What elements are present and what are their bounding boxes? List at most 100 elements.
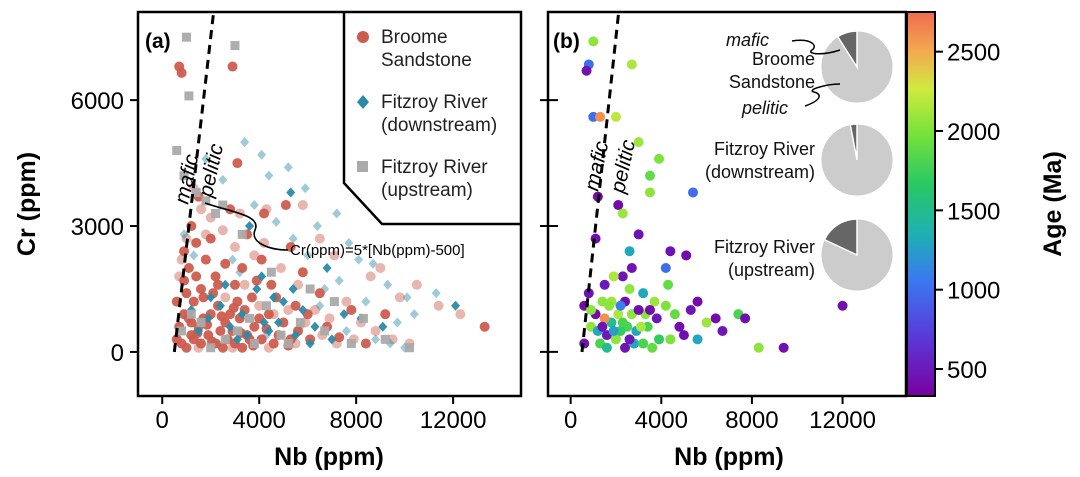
data-point bbox=[688, 187, 699, 198]
data-point-faded bbox=[249, 250, 260, 261]
data-point bbox=[198, 292, 209, 303]
data-point bbox=[615, 300, 626, 311]
data-point bbox=[191, 187, 201, 197]
data-point-faded bbox=[257, 149, 267, 160]
data-point bbox=[329, 297, 339, 307]
data-point-faded bbox=[309, 304, 320, 315]
data-point-faded bbox=[431, 288, 441, 299]
data-point bbox=[633, 137, 644, 148]
legend-label-upstream-line2: (upstream) bbox=[381, 180, 473, 201]
data-point bbox=[196, 283, 207, 294]
data-point-faded bbox=[271, 216, 281, 227]
data-point-faded bbox=[375, 263, 386, 273]
data-point bbox=[644, 187, 655, 198]
data-point bbox=[285, 242, 296, 253]
data-point bbox=[283, 339, 293, 349]
data-point bbox=[654, 334, 665, 345]
data-point-faded bbox=[361, 296, 371, 307]
data-point bbox=[305, 284, 315, 294]
data-point bbox=[674, 321, 685, 332]
data-point-faded bbox=[315, 300, 325, 311]
data-point-faded bbox=[383, 279, 393, 290]
data-point-faded bbox=[220, 292, 231, 303]
data-point bbox=[215, 300, 225, 311]
data-point bbox=[179, 275, 190, 286]
data-point-faded bbox=[341, 296, 352, 307]
data-point bbox=[290, 300, 301, 311]
legend-label-upstream-line1: Fitzroy River bbox=[381, 157, 488, 178]
data-point bbox=[181, 288, 192, 299]
data-point-faded bbox=[371, 334, 381, 345]
data-point-faded bbox=[312, 221, 322, 232]
data-point-faded bbox=[283, 162, 293, 173]
legend-marker-upstream bbox=[357, 161, 368, 172]
data-point bbox=[201, 196, 211, 206]
data-point bbox=[599, 279, 610, 290]
pie-mafic-label: mafic bbox=[726, 30, 769, 50]
data-point bbox=[669, 309, 680, 320]
data-point-faded bbox=[228, 254, 238, 265]
data-point bbox=[280, 200, 291, 211]
data-point bbox=[220, 334, 230, 344]
data-point bbox=[191, 237, 202, 248]
legend-label-downstream-line2: (downstream) bbox=[381, 115, 497, 136]
data-point bbox=[256, 334, 267, 345]
data-point-faded bbox=[217, 225, 228, 236]
x-tick-label: 12000 bbox=[420, 407, 487, 434]
pie-upstream-label-line2: (upstream) bbox=[728, 260, 815, 280]
pie-pelitic-label: pelitic bbox=[741, 98, 788, 118]
data-point bbox=[206, 343, 216, 353]
data-point-faded bbox=[324, 313, 335, 324]
data-point bbox=[597, 321, 608, 332]
data-point bbox=[599, 313, 610, 324]
pie-downstream-label-line1: Fitzroy River bbox=[714, 139, 815, 159]
data-point bbox=[227, 61, 238, 72]
pie-upstream-label-line1: Fitzroy River bbox=[714, 237, 815, 257]
data-point bbox=[601, 342, 612, 353]
data-point bbox=[237, 309, 247, 320]
pie-slice-mafic bbox=[836, 30, 858, 70]
data-point bbox=[654, 153, 665, 164]
data-point bbox=[298, 304, 308, 315]
data-point bbox=[259, 208, 270, 219]
y-tick-label: 6000 bbox=[71, 88, 124, 115]
data-point-faded bbox=[341, 325, 351, 336]
data-point bbox=[288, 283, 298, 294]
data-point bbox=[225, 321, 235, 332]
data-point bbox=[678, 330, 689, 341]
data-point bbox=[259, 317, 269, 328]
data-point bbox=[220, 258, 231, 269]
data-point-faded bbox=[329, 250, 340, 261]
data-point bbox=[181, 32, 191, 42]
data-point bbox=[305, 338, 315, 349]
colorbar-tick-label: 2000 bbox=[947, 119, 1000, 146]
data-point-faded bbox=[254, 300, 265, 311]
colorbar-tick-label: 1000 bbox=[947, 278, 1000, 305]
data-point bbox=[322, 263, 332, 273]
data-point bbox=[210, 271, 221, 282]
data-point bbox=[242, 330, 252, 341]
data-point-faded bbox=[455, 309, 466, 320]
colorbar-gradient bbox=[906, 11, 936, 397]
data-point bbox=[380, 334, 390, 344]
panel-a-label: (a) bbox=[145, 30, 171, 53]
panel-a-y-axis-label: Cr (ppm) bbox=[13, 152, 41, 256]
panel-a-pelitic-label: pelitic bbox=[194, 141, 228, 200]
data-point bbox=[360, 338, 371, 349]
data-point-faded bbox=[365, 271, 376, 282]
data-point-faded bbox=[229, 242, 240, 253]
data-point bbox=[649, 296, 660, 307]
data-point bbox=[264, 325, 274, 336]
data-point bbox=[278, 296, 288, 307]
data-point bbox=[172, 145, 182, 155]
data-point bbox=[586, 304, 597, 315]
data-point bbox=[358, 313, 368, 323]
legend-label-broome-line2: Sandstone bbox=[381, 50, 472, 71]
data-point bbox=[613, 200, 624, 211]
data-point bbox=[237, 229, 247, 239]
data-point-faded bbox=[392, 317, 402, 328]
data-point-faded bbox=[370, 325, 381, 336]
data-point bbox=[660, 300, 671, 311]
data-point bbox=[274, 317, 284, 328]
